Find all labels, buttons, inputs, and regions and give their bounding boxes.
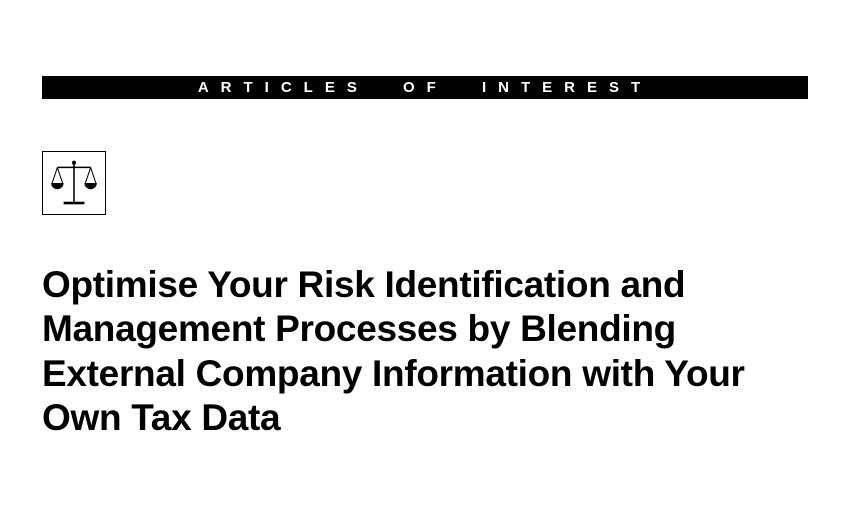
- scales-of-justice-icon: [48, 157, 100, 209]
- article-headline: Optimise Your Risk Identification and Ma…: [42, 263, 808, 441]
- scales-icon-box: [42, 151, 106, 215]
- section-banner: ARTICLES OF INTEREST: [42, 76, 808, 99]
